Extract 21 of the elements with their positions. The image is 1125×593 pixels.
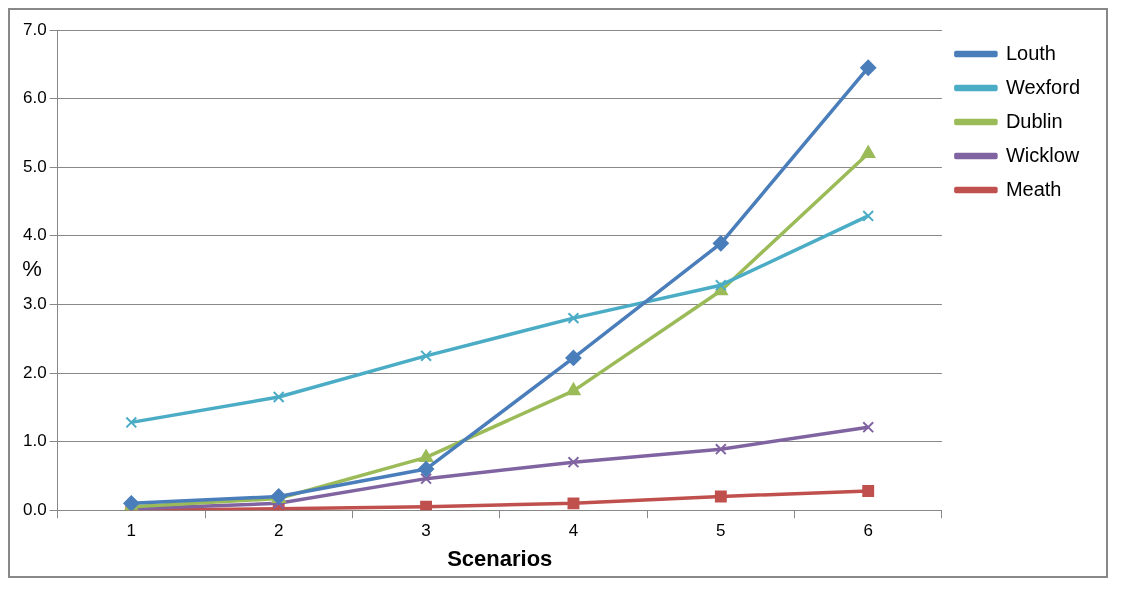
x-tick-label: 4	[568, 521, 579, 541]
y-tick-label: 4.0	[22, 225, 47, 245]
x-tick-label: 1	[126, 521, 137, 541]
y-tick-label: 1.0	[22, 431, 47, 451]
y-tick-label: 3.0	[22, 294, 47, 314]
legend-label: Wexford	[1005, 75, 1081, 98]
y-tick-label: 6.0	[22, 88, 47, 108]
y-axis-title: %	[22, 256, 42, 282]
legend-label: Meath	[1005, 177, 1062, 200]
y-tick-label: 5.0	[22, 156, 47, 176]
y-tick-label: 7.0	[22, 19, 47, 39]
x-axis-title: Scenarios	[447, 545, 553, 571]
x-tick-label: 5	[716, 521, 726, 541]
x-tick-label: 2	[273, 521, 284, 541]
x-tick-label: 3	[421, 521, 431, 541]
y-tick-label: 2.0	[22, 362, 47, 382]
legend-label: Louth	[1005, 41, 1056, 64]
legend-label: Dublin	[1005, 109, 1063, 132]
legend-label: Wicklow	[1005, 143, 1080, 166]
x-tick-label: 6	[863, 521, 873, 541]
y-tick-label: 0.0	[22, 499, 47, 519]
